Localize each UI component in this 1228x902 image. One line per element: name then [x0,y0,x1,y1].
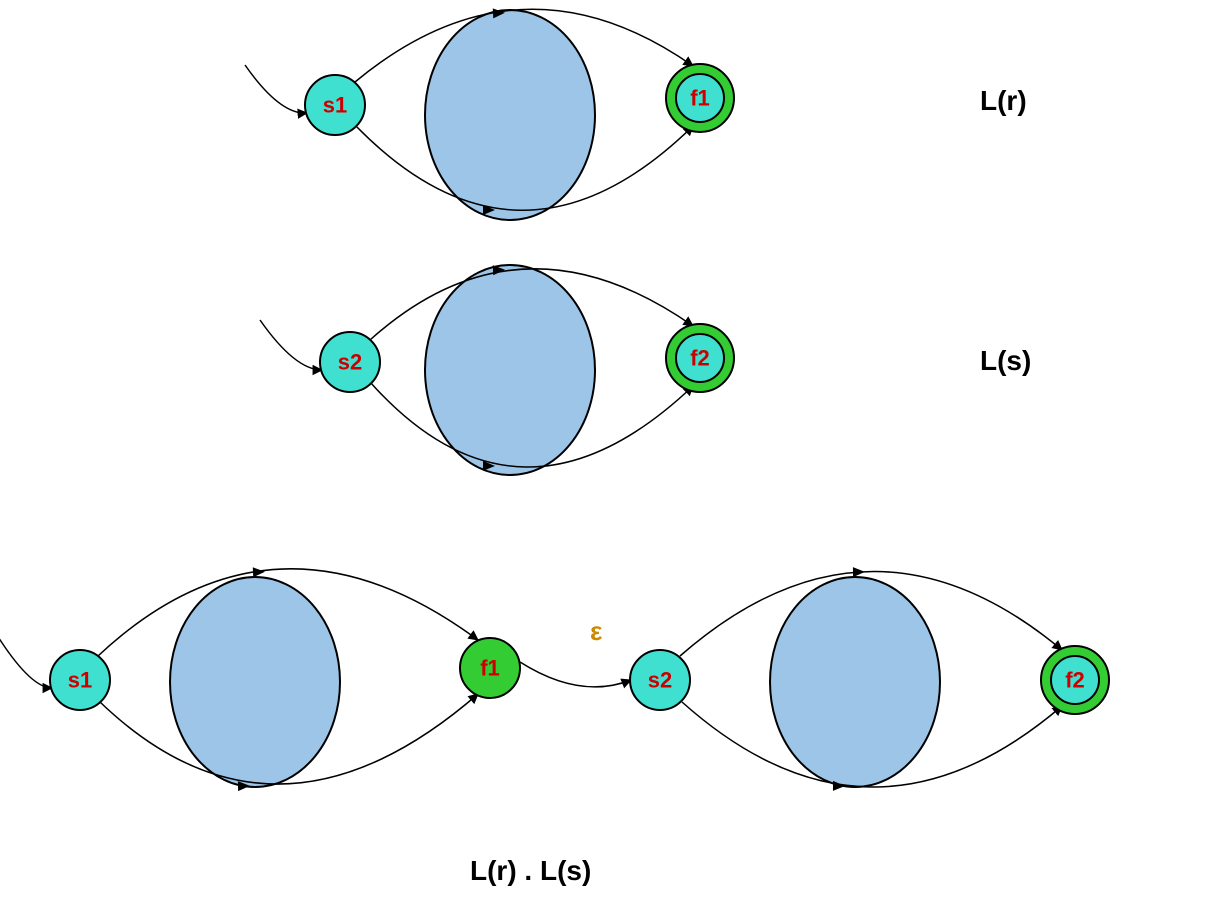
transition-edge [0,632,52,688]
mid-arrow-icon [853,567,865,577]
language-label: L(s) [980,345,1031,376]
state-label: s1 [323,93,347,118]
nfa-cloud [425,10,595,220]
transition-edge [260,320,322,370]
epsilon-label: ε [590,616,602,646]
concat-label: L(r) . L(s) [470,855,591,886]
state-label: s2 [648,668,672,693]
state-label: f1 [690,86,710,111]
nfa-cloud [170,577,340,787]
state-label: f2 [1065,668,1085,693]
nfa-cloud [770,577,940,787]
state-label: s2 [338,350,362,375]
state-label: f1 [480,656,500,681]
transition-edge [520,662,631,687]
diagram-canvas: s1 f1 L(r) s2 f2 L(s) s1 f1 s2 f2 ε L(r) . L(s) [0,0,1228,902]
nfa-cloud [425,265,595,475]
mid-arrow-icon [253,567,265,577]
transition-edge [245,65,307,113]
language-label: L(r) [980,85,1027,116]
state-label: f2 [690,346,710,371]
state-label: s1 [68,668,92,693]
